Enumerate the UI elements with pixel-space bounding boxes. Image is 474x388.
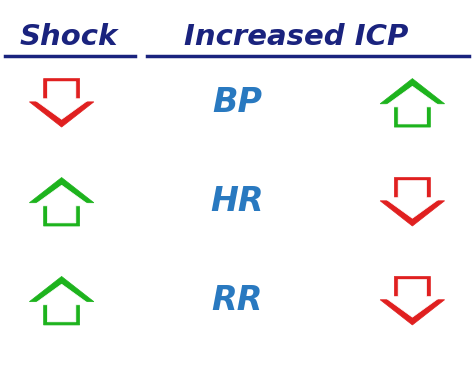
Polygon shape <box>380 276 445 325</box>
Polygon shape <box>384 279 441 317</box>
Text: Shock: Shock <box>19 23 118 51</box>
Polygon shape <box>29 78 94 127</box>
Polygon shape <box>384 181 441 218</box>
Polygon shape <box>380 178 445 226</box>
Polygon shape <box>380 78 445 127</box>
Polygon shape <box>33 82 90 120</box>
Polygon shape <box>33 284 90 322</box>
Polygon shape <box>33 185 90 223</box>
Text: HR: HR <box>210 185 264 218</box>
Text: RR: RR <box>211 284 263 317</box>
Polygon shape <box>29 276 94 325</box>
Text: BP: BP <box>212 86 262 120</box>
Polygon shape <box>384 86 441 124</box>
Polygon shape <box>29 178 94 226</box>
Text: Increased ICP: Increased ICP <box>184 23 409 51</box>
